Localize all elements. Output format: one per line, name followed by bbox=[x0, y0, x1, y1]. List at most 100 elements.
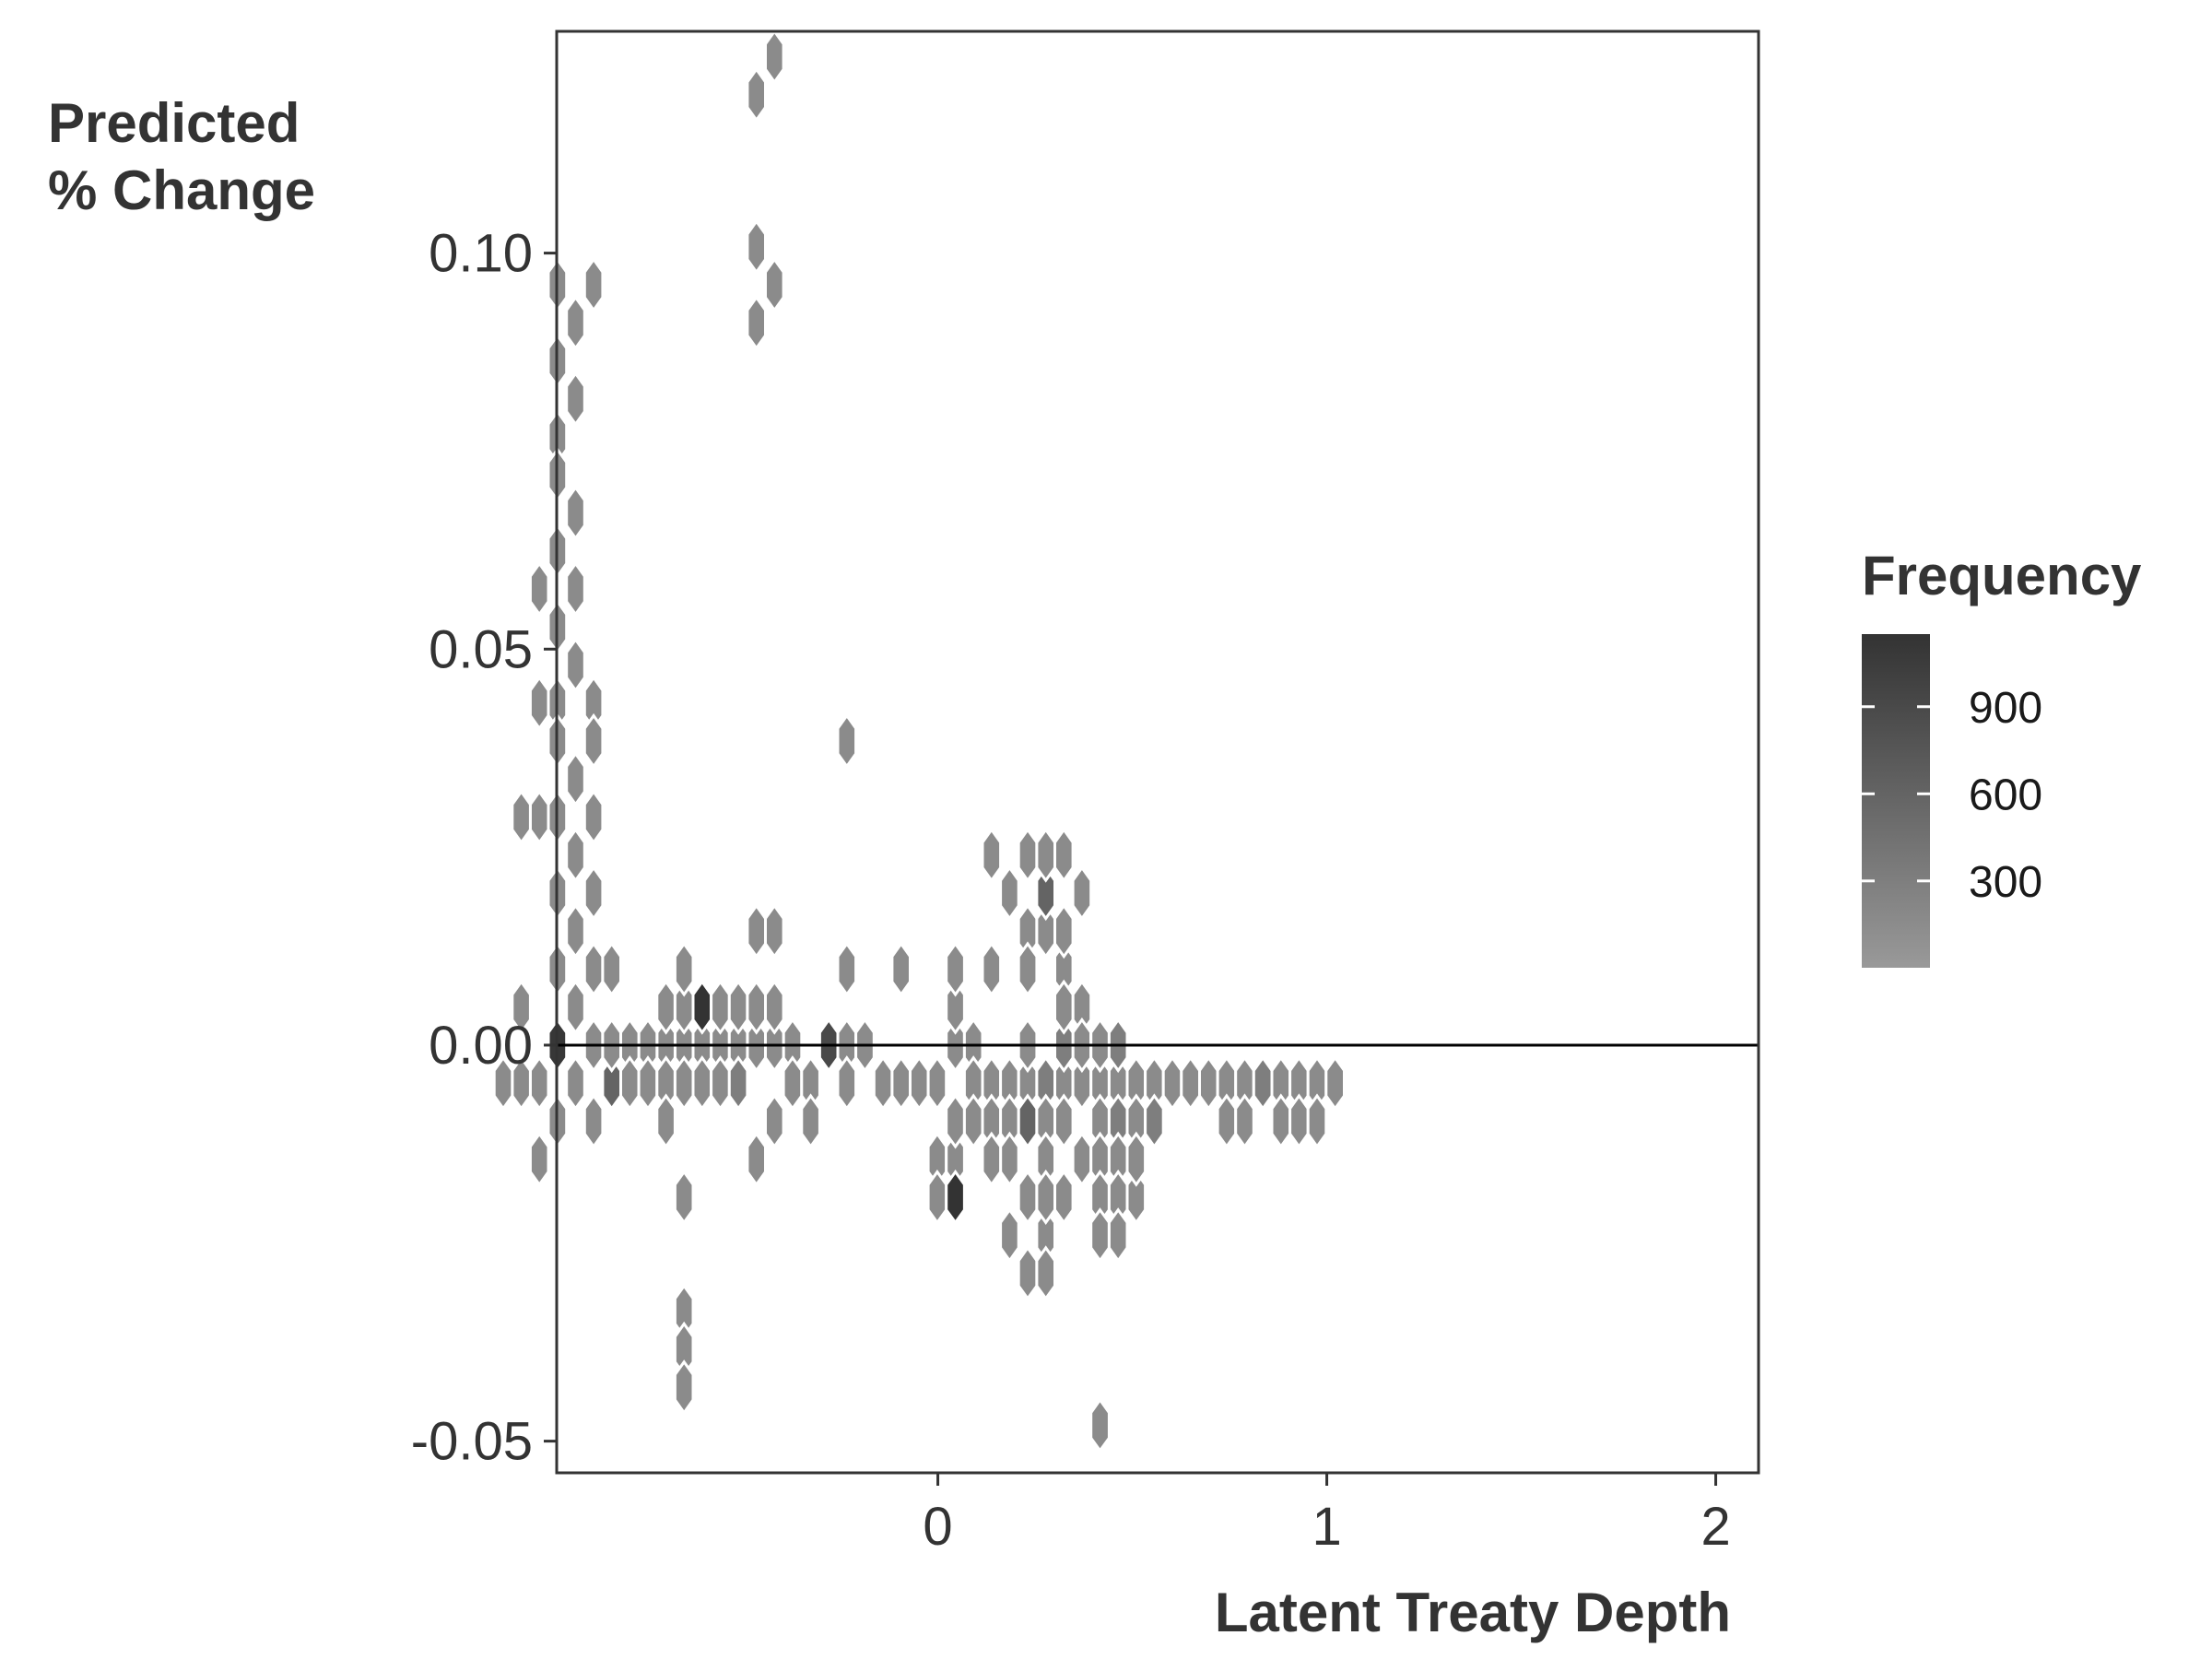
hex-bin bbox=[890, 941, 912, 997]
legend-tick-label: 300 bbox=[1969, 858, 2042, 907]
hex-bin bbox=[1180, 1055, 1201, 1112]
hex-bin bbox=[836, 941, 858, 997]
hex-bin bbox=[981, 941, 1003, 997]
hex-bin bbox=[872, 1055, 894, 1112]
hex-bin bbox=[565, 1055, 586, 1112]
hex-bin bbox=[565, 560, 586, 618]
hex-bin bbox=[582, 712, 605, 770]
hex-bin bbox=[492, 1055, 514, 1112]
x-tick-label: 0 bbox=[923, 1497, 952, 1557]
hex-bin bbox=[673, 1359, 695, 1416]
hex-bin bbox=[945, 941, 966, 997]
hex-bin bbox=[1198, 1055, 1219, 1112]
hex-bin bbox=[691, 979, 713, 1035]
hex-bin bbox=[746, 295, 767, 351]
hex-bin bbox=[764, 29, 785, 85]
hex-bin bbox=[582, 1093, 605, 1149]
hex-bin bbox=[1089, 1207, 1111, 1264]
hex-bin bbox=[582, 865, 605, 922]
hex-bin bbox=[764, 979, 785, 1035]
y-tick-label: -0.05 bbox=[411, 1412, 533, 1472]
hex-bin bbox=[1216, 1093, 1238, 1149]
hex-bin bbox=[782, 1055, 804, 1112]
y-tick-label: 0.00 bbox=[429, 1016, 533, 1076]
hex-bin bbox=[1107, 1207, 1129, 1264]
hex-bin bbox=[565, 751, 586, 807]
x-tick-label: 2 bbox=[1700, 1497, 1730, 1557]
hex-bin bbox=[1252, 1055, 1274, 1112]
hex-bin bbox=[999, 1131, 1020, 1187]
x-axis: 0 1 2 bbox=[923, 1473, 1731, 1557]
hex-bin bbox=[1234, 1093, 1255, 1149]
hex-bin bbox=[655, 1093, 677, 1149]
hex-bin bbox=[1053, 979, 1075, 1035]
hex-bin bbox=[1288, 1093, 1310, 1149]
legend-ticks: 300 600 900 bbox=[1862, 684, 2042, 907]
legend-colorbar bbox=[1862, 634, 1930, 968]
hex-bin bbox=[1053, 1093, 1075, 1149]
hex-bin bbox=[1125, 1169, 1147, 1225]
hex-bin bbox=[691, 1055, 713, 1112]
hex-bin bbox=[673, 1169, 695, 1225]
hex-bin bbox=[1053, 1169, 1075, 1225]
hex-bin bbox=[727, 979, 749, 1035]
hex-bin bbox=[655, 979, 677, 1035]
y-tick-label: 0.10 bbox=[429, 224, 533, 284]
hex-bin bbox=[1017, 1245, 1039, 1301]
hex-bin bbox=[1071, 865, 1093, 922]
y-tick-label: 0.05 bbox=[429, 619, 533, 679]
legend-tick-label: 900 bbox=[1969, 684, 2042, 733]
hex-bin bbox=[601, 941, 622, 997]
hex-bin bbox=[528, 1055, 550, 1112]
hex-bin bbox=[673, 1055, 695, 1112]
hex-bin bbox=[1053, 903, 1075, 959]
hex-bin bbox=[565, 295, 586, 351]
hex-bin bbox=[945, 1093, 966, 1149]
y-axis-title-line-2: % Change bbox=[48, 159, 315, 221]
hex-bin bbox=[673, 941, 695, 997]
hex-bin bbox=[746, 1131, 767, 1187]
hex-bins bbox=[492, 29, 1346, 1453]
hex-bin bbox=[1035, 827, 1056, 883]
hex-bin bbox=[926, 1055, 948, 1112]
hex-bin bbox=[1035, 865, 1056, 922]
hex-bin bbox=[582, 256, 605, 313]
hex-bin bbox=[764, 903, 785, 959]
hex-bin bbox=[637, 1055, 659, 1112]
hex-bin bbox=[764, 256, 785, 313]
hex-bin bbox=[582, 789, 605, 845]
hex-bin bbox=[1071, 1131, 1093, 1187]
hex-bin bbox=[565, 903, 586, 959]
hex-bin bbox=[528, 1131, 550, 1187]
hex-bin bbox=[909, 1055, 930, 1112]
hex-bin bbox=[836, 1055, 858, 1112]
hex-bin bbox=[565, 371, 586, 427]
x-axis-title: Latent Treaty Depth bbox=[1215, 1582, 1731, 1643]
hex-bin bbox=[1017, 827, 1039, 883]
hex-bin bbox=[1161, 1055, 1183, 1112]
hex-bin bbox=[1035, 1169, 1056, 1225]
hex-bin bbox=[890, 1055, 912, 1112]
hex-bin bbox=[528, 560, 550, 618]
hex-bin bbox=[710, 979, 731, 1035]
hex-bin bbox=[746, 979, 767, 1035]
hex-bin bbox=[565, 827, 586, 883]
legend: Frequency 300 600 900 bbox=[1862, 545, 2142, 968]
hex-bin bbox=[511, 789, 532, 845]
hex-bin bbox=[565, 979, 586, 1035]
hex-bin bbox=[945, 979, 966, 1035]
hex-bin bbox=[1144, 1093, 1165, 1149]
legend-title: Frequency bbox=[1862, 545, 2142, 606]
hex-bin bbox=[800, 1093, 821, 1149]
hex-bin bbox=[746, 66, 767, 123]
hex-bin bbox=[1270, 1093, 1292, 1149]
hex-bin bbox=[926, 1169, 948, 1225]
hex-bin bbox=[565, 637, 586, 693]
hex-bin bbox=[981, 1131, 1003, 1187]
hex-bin bbox=[511, 979, 532, 1035]
hex-bin bbox=[727, 1055, 749, 1112]
hex-bin bbox=[981, 827, 1003, 883]
hex-bin bbox=[1017, 941, 1039, 997]
hex-bin bbox=[1017, 1093, 1039, 1149]
